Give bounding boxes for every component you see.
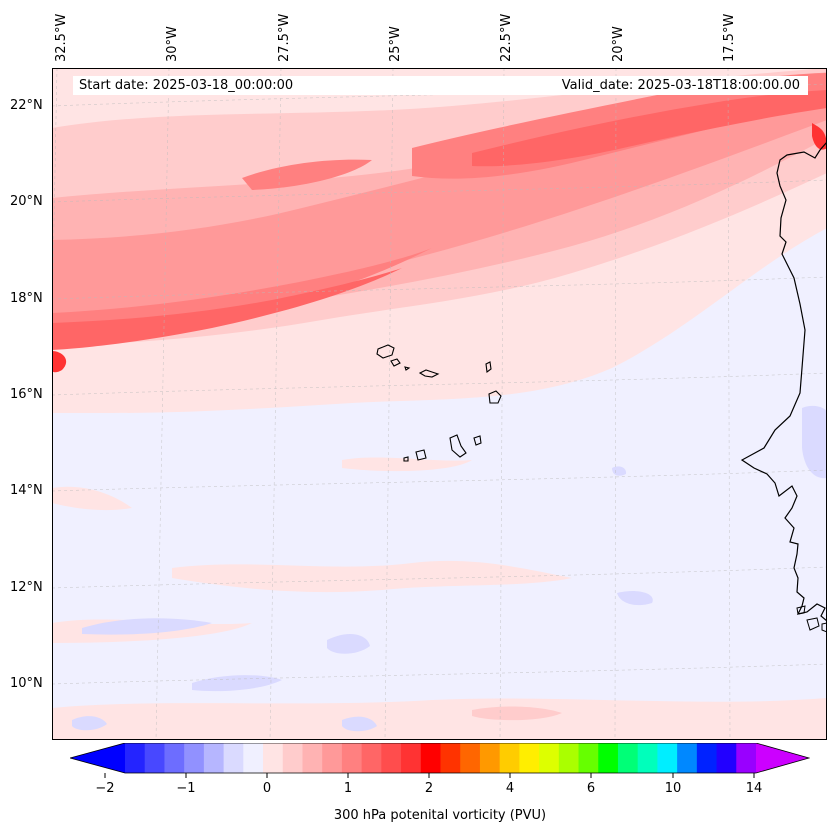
- lat-label: 22°N: [10, 98, 43, 113]
- island-sao-nicolau: [418, 369, 440, 378]
- colorbar-bin: [420, 743, 442, 773]
- coastline-islands: [376, 344, 502, 462]
- start-date-text: Start date: 2025-03-18_00:00:00: [79, 78, 294, 93]
- pv-contour-core: [52, 248, 432, 340]
- colorbar-bin: [677, 743, 698, 773]
- colorbar-outline: [70, 743, 810, 774]
- colorbar-bin: [263, 743, 284, 773]
- colorbar: [70, 743, 810, 778]
- valid-date-text: Valid_date: 2025-03-18T18:00:00.00: [561, 78, 800, 93]
- lat-label: 18°N: [10, 291, 43, 306]
- colorbar-tick-label: −2: [95, 781, 115, 796]
- colorbar-tick-label: 14: [745, 781, 763, 796]
- pv-contour-weak: [172, 560, 572, 593]
- colorbar-tick-label: 0: [262, 781, 272, 796]
- island-sao-vicente: [390, 358, 401, 367]
- lon-label: 27.5°W: [277, 13, 292, 62]
- pv-contour-negative: [192, 675, 282, 692]
- lat-label: 12°N: [10, 580, 43, 595]
- colorbar-tick-label: 1: [343, 781, 353, 796]
- pv-contour-negative: [72, 716, 107, 731]
- pv-contour-weak: [342, 457, 472, 472]
- pv-contour-negative: [82, 618, 212, 635]
- colorbar-bin: [184, 743, 205, 773]
- island-santo-antao: [376, 344, 395, 359]
- lat-label: 16°N: [10, 387, 43, 402]
- colorbar-bin: [341, 743, 363, 773]
- pv-contour-negative: [327, 634, 370, 654]
- colorbar-bin: [460, 743, 481, 773]
- pv-contour-core: [812, 123, 827, 150]
- island-maio: [473, 435, 482, 446]
- lon-label: 30°W: [165, 26, 180, 62]
- colorbar-bin: [578, 743, 599, 773]
- colorbar-bin: [598, 743, 619, 773]
- colorbar-bin: [499, 743, 520, 773]
- island-brava: [403, 456, 409, 462]
- pv-contour-negative: [612, 466, 627, 476]
- pv-contour-core: [242, 159, 372, 190]
- coastline-africa: [740, 141, 827, 622]
- colorbar-bin: [361, 743, 382, 773]
- coastline-africa-islands: [796, 605, 827, 633]
- pv-contour-weak: [52, 486, 132, 511]
- pv-contour-negative: [617, 591, 653, 606]
- pv-contour-core: [472, 90, 827, 167]
- colorbar-bin: [401, 743, 422, 773]
- colorbar-bin: [322, 743, 343, 773]
- lat-label: 20°N: [10, 194, 43, 209]
- colorbar-tick-label: 4: [505, 781, 515, 796]
- island-sal: [485, 361, 492, 374]
- colorbar-tick-label: 10: [664, 781, 682, 796]
- pv-contour-negative: [802, 405, 827, 479]
- graticule: [52, 68, 827, 740]
- colorbar-bin: [558, 743, 580, 773]
- lon-label: 32.5°W: [54, 13, 69, 62]
- colorbar-bin: [539, 743, 560, 773]
- pv-map[interactable]: [52, 68, 827, 740]
- colorbar-bin: [657, 743, 678, 773]
- lon-label: 17.5°W: [722, 13, 737, 62]
- colorbar-bin: [479, 743, 501, 773]
- island-fogo: [415, 449, 427, 461]
- colorbar-bin: [637, 743, 659, 773]
- colorbar-bin: [696, 743, 718, 773]
- colorbar-bin: [144, 743, 166, 773]
- colorbar-bin: [282, 743, 304, 773]
- colorbar-tick-label: 2: [424, 781, 434, 796]
- lon-label: 20°W: [611, 26, 626, 62]
- colorbar-bin: [125, 743, 146, 773]
- colorbar-bin: [617, 743, 639, 773]
- lat-label: 14°N: [10, 483, 43, 498]
- colorbar-bin: [223, 743, 244, 773]
- pv-contour-core: [52, 268, 402, 350]
- lat-label: 10°N: [10, 676, 43, 691]
- colorbar-bin: [243, 743, 264, 773]
- island-santa-luzia: [404, 366, 411, 371]
- colorbar-tick-label: −1: [176, 781, 196, 796]
- colorbar-bin: [440, 743, 461, 773]
- pv-contour-light: [472, 706, 562, 721]
- colorbar-tick-label: 6: [586, 781, 596, 796]
- colorbar-bin: [164, 743, 185, 773]
- colorbar-extend-max: [756, 743, 809, 773]
- lon-label: 22.5°W: [499, 13, 514, 62]
- colorbar-extend-min: [70, 743, 125, 773]
- pv-contour-core: [52, 351, 67, 373]
- colorbar-bin: [716, 743, 737, 773]
- colorbar-bin: [302, 743, 323, 773]
- valid-date-label: Valid_date: 2025-03-18T18:00:00.00: [323, 76, 808, 95]
- pv-contour-weak: [52, 698, 827, 740]
- island-boa-vista: [488, 390, 502, 404]
- colorbar-bin: [736, 743, 757, 773]
- start-date-label: Start date: 2025-03-18_00:00:00: [73, 76, 329, 95]
- colorbar-bin: [381, 743, 402, 773]
- island-santiago: [449, 434, 467, 458]
- colorbar-bin: [519, 743, 540, 773]
- pv-contour-negative: [342, 716, 377, 732]
- colorbar-title: 300 hPa potenital vorticity (PVU): [333, 808, 547, 823]
- lon-label: 25°W: [388, 26, 403, 62]
- colorbar-bin: [203, 743, 225, 773]
